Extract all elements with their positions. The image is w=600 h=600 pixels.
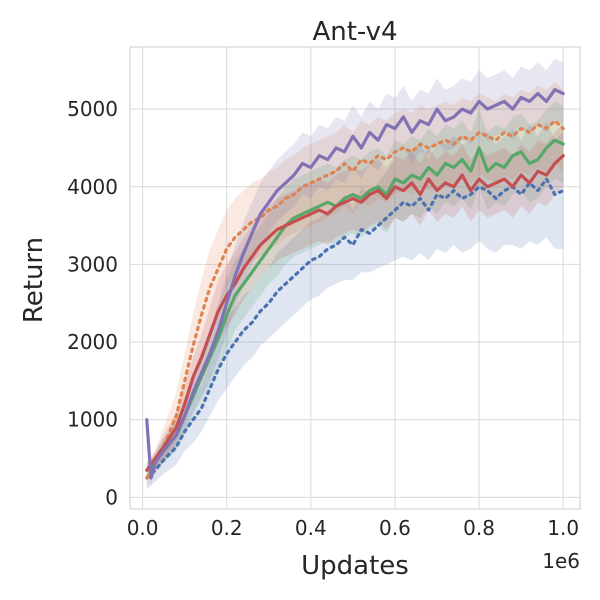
x-tick-label: 0.2 [211,516,243,540]
series-0-line [145,177,565,480]
series-1-line [145,119,565,480]
y-tick-label: 5000 [67,97,118,121]
x-tick-label: 1.0 [547,516,579,540]
x-tick-label: 0.6 [379,516,411,540]
y-tick-labels: 0 1000 2000 3000 4000 5000 [67,97,118,509]
grid-lines [130,47,580,509]
y-tick-label: 2000 [67,330,118,354]
x-tick-label: 0.0 [127,516,159,540]
x-tick-labels: 0.0 0.2 0.4 0.6 0.8 1.0 [127,516,579,540]
y-tick-label: 4000 [67,175,118,199]
series-2-line [145,138,565,472]
series-4-band [146,58,564,486]
series-0-band [146,120,564,490]
y-tick-label: 1000 [67,408,118,432]
chart-title: Ant-v4 [312,17,397,47]
x-tick-label: 0.8 [463,516,495,540]
x-tick-label: 0.4 [295,516,327,540]
y-tick-label: 3000 [67,252,118,276]
series-1-band [146,81,564,486]
x-axis-title: Updates [301,551,409,581]
series-3-line [145,154,565,472]
series-lines [145,88,565,480]
y-axis-title: Return [19,237,49,323]
plot-area [129,46,581,510]
x-offset-label: 1e6 [542,549,580,573]
series-4-line [145,88,565,480]
y-tick-label: 0 [105,485,118,509]
